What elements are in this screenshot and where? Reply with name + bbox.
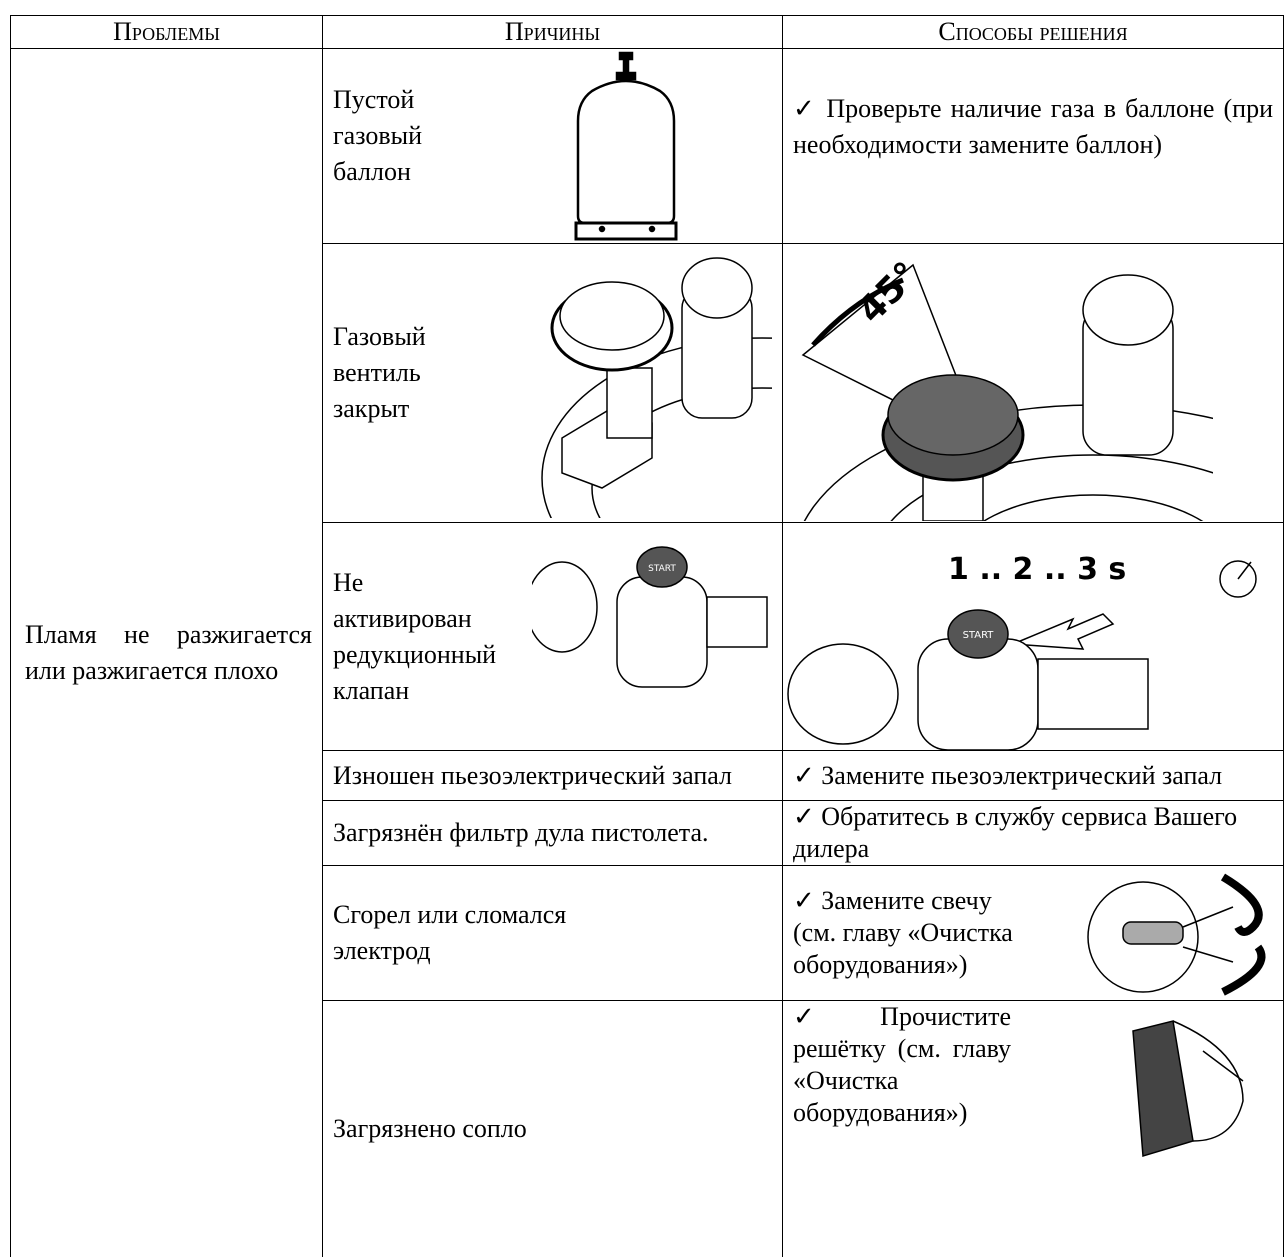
graphic-shape: [615, 71, 637, 81]
graphic-shape: [982, 494, 1204, 521]
graphic-shape: [811, 277, 904, 347]
problem-cell: Пламя не разжигается или разжигается пло…: [10, 48, 323, 1257]
header-cell: Проблемы: [10, 15, 323, 49]
graphic-shape: [1172, 1020, 1244, 1142]
graphic-shape: [616, 575, 708, 688]
row: Загрязнён фильтр дула пистолета. ✓ Обрат…: [11, 800, 1284, 866]
cause-cell: Загрязнено сопло: [322, 1000, 783, 1257]
cause-cell: Загрязнён фильтр дула пистолета.: [322, 800, 783, 866]
graphic-shape: [591, 387, 772, 518]
cause-cell: Пустой газовый баллон: [322, 48, 783, 244]
reducer-image: START: [532, 545, 768, 688]
graphic-shape: [1122, 921, 1184, 945]
valve-turn-image: 45°: [801, 254, 1213, 521]
graphic-shape: [1221, 944, 1266, 996]
solution-cell: 45°: [782, 243, 1284, 523]
graphic-shape: [1082, 274, 1174, 346]
row: Изношен пьезоэлектрический запал ✓ Замен…: [11, 750, 1284, 801]
graphic-shape: Не активирован редукционный клапан START: [333, 545, 772, 709]
timer-label: 1 .. 2 .. 3 s: [948, 552, 1126, 587]
solution-text: ✓ Прочистите решётку (см. главу «Очистка…: [793, 1002, 1011, 1127]
graphic-shape: [541, 337, 772, 518]
solution-cell: ✓ Обратитесь в службу сервиса Вашего дил…: [782, 800, 1284, 866]
button-label: START: [963, 630, 995, 641]
graphic-shape: [622, 57, 630, 75]
graphic-shape: [598, 225, 606, 233]
cause-text: Газовый вентиль закрыт: [333, 322, 426, 423]
graphic-shape: [1220, 873, 1263, 936]
solution-cell: ✓ Замените свечу (см. главу «Очистка обо…: [782, 865, 1284, 1001]
nozzle-image: [1132, 1020, 1244, 1157]
cause-cell: Сгорел или сломался электрод: [322, 865, 783, 1001]
cause-cell: Не активирован редукционный клапан START: [322, 522, 783, 751]
row: Пламя не разжигается или разжигается пло…: [10, 48, 1284, 1257]
graphic-shape: [1202, 1050, 1244, 1082]
graphic-shape: Пустой газовый баллон: [333, 51, 772, 241]
header-row: Проблемы Причины Способы решения: [10, 15, 1284, 49]
header-cell: Способы решения: [782, 15, 1284, 49]
valve-image: [541, 257, 772, 518]
electrode-image: [1087, 873, 1266, 996]
graphic-shape: [636, 545, 688, 588]
cause-text: Пустой газовый баллон: [333, 85, 422, 186]
cause-cell: Изношен пьезоэлектрический запал: [322, 750, 783, 801]
header-cell: Причины: [322, 15, 783, 49]
graphic-shape: Газовый вентиль закрыт: [333, 248, 772, 518]
solution-cell: 1 .. 2 .. 3 s START: [782, 522, 1284, 751]
graphic-shape: [576, 79, 676, 225]
cause-cell: Газовый вентиль закрыт: [322, 243, 783, 523]
row: Газовый вентиль закрыт 45°: [11, 243, 1284, 523]
graphic-shape: [1219, 559, 1257, 598]
reducer-start-image: 1 .. 2 .. 3 s START: [787, 552, 1257, 750]
graphic-shape: Проблемы Причины Способы решения Пламя н…: [10, 15, 1284, 1257]
graphic-shape: ✓ Замените свечу (см. главу «Очистка обо…: [793, 867, 1273, 999]
graphic-shape: [1237, 561, 1252, 579]
graphic-shape: [1182, 906, 1234, 963]
graphic-shape: [574, 221, 678, 241]
graphic-shape: [1132, 1020, 1194, 1157]
row: Сгорел или сломался электрод ✓ Замените …: [11, 865, 1284, 1001]
graphic-shape: [1037, 657, 1149, 730]
graphic-shape: [606, 367, 653, 439]
graphic-shape: [648, 225, 656, 233]
graphic-shape: [787, 642, 899, 745]
graphic-shape: [890, 454, 1213, 521]
graphic-shape: [947, 608, 1009, 659]
solution-cell: ✓ Прочистите решётку (см. главу «Очистка…: [782, 1000, 1284, 1257]
troubleshooting-table: Проблемы Причины Способы решения Пламя н…: [10, 15, 1284, 1257]
row: Загрязнено сопло ✓ Прочистите решётку (с…: [11, 1000, 1284, 1257]
solution-cell: ✓ Проверьте наличие газа в баллоне (при …: [782, 48, 1284, 244]
graphic-shape: [681, 257, 753, 319]
graphic-shape: [706, 595, 768, 648]
cause-text: Не активирован редукционный клапан: [333, 567, 497, 705]
cylinder-image: [574, 51, 678, 241]
button-label: START: [648, 564, 676, 574]
graphic-shape: [1012, 612, 1115, 650]
graphic-shape: [887, 374, 1019, 456]
solution-cell: ✓ Замените пьезоэлектрический запал: [782, 750, 1284, 801]
row: Не активирован редукционный клапан START…: [11, 522, 1284, 751]
graphic-shape: [532, 560, 598, 653]
cause-text: Сгорел или сломался электрод: [333, 900, 567, 965]
solution-text: ✓ Замените свечу (см. главу «Очистка обо…: [793, 886, 1013, 979]
graphic-shape: [559, 281, 665, 351]
graphic-shape: ✓ Прочистите решётку (см. главу «Очистка…: [793, 1002, 1273, 1162]
